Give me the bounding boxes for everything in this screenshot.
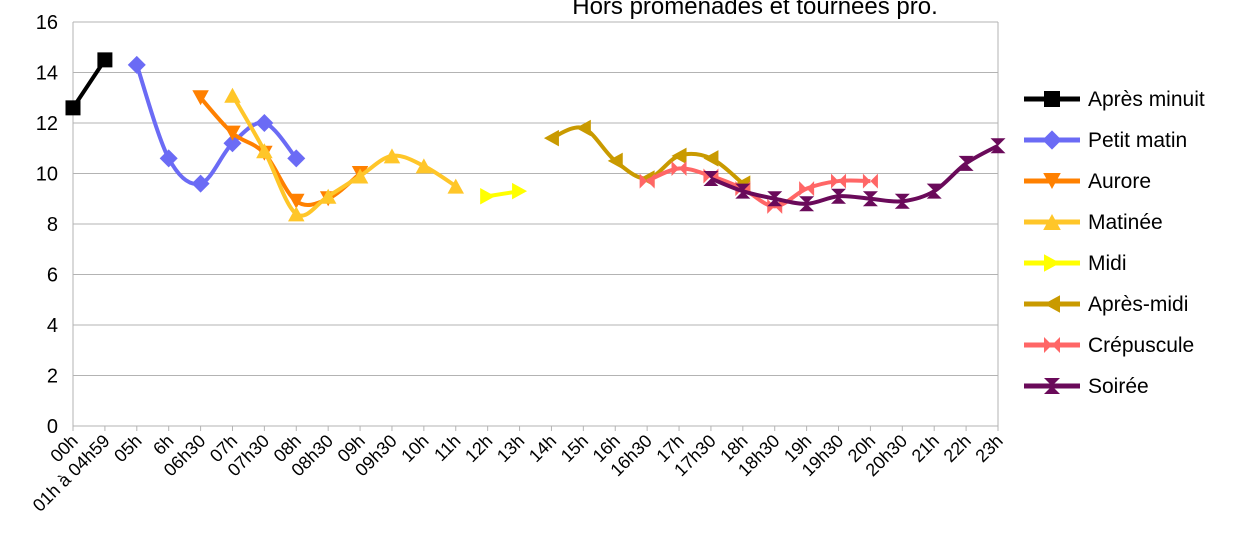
legend-label: Aurore <box>1088 170 1151 193</box>
y-tick-label: 8 <box>47 214 58 236</box>
x-tick-label: 15h <box>557 431 592 466</box>
point-marker <box>862 173 878 189</box>
series <box>639 160 878 214</box>
series <box>65 52 113 116</box>
series <box>703 138 1006 212</box>
point-marker <box>127 55 146 74</box>
point-marker <box>799 196 815 212</box>
legend-label: Après-midi <box>1088 293 1188 316</box>
legend-marker <box>1044 295 1060 313</box>
legend-label: Crépuscule <box>1088 334 1194 357</box>
point-marker <box>926 183 942 199</box>
point-marker <box>575 119 591 137</box>
point-marker <box>383 148 401 164</box>
point-marker <box>894 193 910 209</box>
point-marker <box>224 125 241 141</box>
point-marker <box>671 160 687 176</box>
legend-label: Petit matin <box>1088 129 1187 152</box>
x-tick-label: 21h <box>908 431 943 466</box>
legend-marker <box>1042 130 1062 150</box>
point-marker <box>958 155 974 171</box>
point-marker <box>831 173 847 189</box>
point-marker <box>191 174 210 193</box>
series <box>224 87 465 222</box>
point-marker <box>351 168 369 184</box>
legend-label: Après minuit <box>1088 88 1205 111</box>
point-marker <box>703 150 719 167</box>
point-marker <box>319 188 337 204</box>
series <box>480 182 528 205</box>
y-tick-label: 6 <box>47 265 58 287</box>
legend-marker <box>1044 337 1060 353</box>
point-marker <box>192 90 209 106</box>
point-marker <box>415 158 433 174</box>
point-marker <box>543 129 559 147</box>
point-marker <box>703 171 719 187</box>
point-marker <box>512 182 528 200</box>
x-tick-label: 12h <box>461 431 496 466</box>
y-tick-label: 2 <box>47 366 58 388</box>
point-marker <box>862 191 878 207</box>
x-tick-label: 13h <box>493 431 528 466</box>
point-marker <box>735 183 751 199</box>
point-marker <box>607 152 623 170</box>
point-marker <box>255 114 274 132</box>
x-tick-label: 22h <box>940 431 975 466</box>
legend-marker <box>1043 214 1061 230</box>
x-tick-label: 11h <box>430 431 464 465</box>
point-marker <box>288 193 305 209</box>
legend-label: Soirée <box>1088 375 1149 398</box>
point-marker <box>447 178 465 194</box>
series <box>127 55 306 193</box>
point-marker <box>97 52 113 68</box>
y-tick-label: 10 <box>36 164 58 186</box>
x-tick-label: 23h <box>971 431 1006 466</box>
point-marker <box>256 143 273 159</box>
point-marker <box>639 173 655 189</box>
point-marker <box>224 87 241 103</box>
y-tick-label: 16 <box>36 12 58 34</box>
y-tick-label: 4 <box>47 315 58 337</box>
point-marker <box>799 181 815 197</box>
series-line <box>710 143 999 206</box>
legend-marker <box>1043 173 1061 189</box>
point-marker <box>671 147 687 165</box>
point-marker <box>767 191 783 207</box>
chart-title: Hors promenades et tournées pro. <box>572 0 938 20</box>
legend-marker <box>1044 378 1060 394</box>
legend-label: Midi <box>1088 252 1127 275</box>
x-tick-label: 10h <box>397 431 432 466</box>
point-marker <box>287 149 306 168</box>
legend-marker <box>1044 254 1060 272</box>
legend-label: Matinée <box>1088 211 1163 234</box>
point-marker <box>990 138 1006 154</box>
point-marker <box>831 188 847 204</box>
legend-marker <box>1044 91 1060 107</box>
point-marker <box>65 100 81 116</box>
y-tick-label: 0 <box>47 416 58 438</box>
point-marker <box>159 149 178 168</box>
x-tick-label: 14h <box>525 431 560 466</box>
point-marker <box>288 206 305 222</box>
x-tick-label: 05h <box>110 431 145 466</box>
y-tick-label: 12 <box>36 113 58 135</box>
y-tick-label: 14 <box>36 63 58 85</box>
point-marker <box>480 187 496 205</box>
